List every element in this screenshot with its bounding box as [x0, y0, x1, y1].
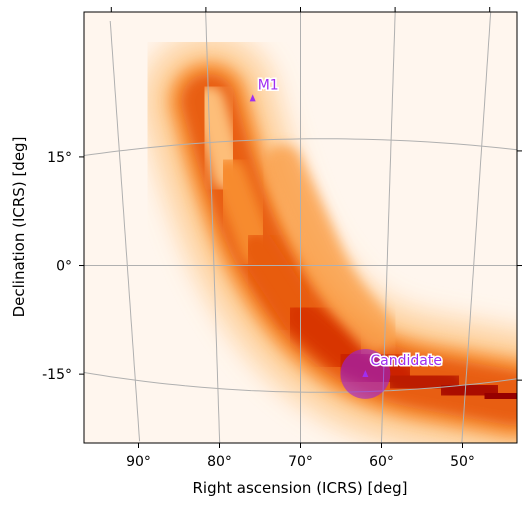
marker-point	[249, 94, 256, 102]
x-tick-label: 80°	[207, 454, 232, 470]
marker-point	[362, 369, 369, 377]
density-band-segment	[469, 374, 517, 418]
x-axis-label: Right ascension (ICRS) [deg]	[193, 479, 408, 497]
y-tick-label: -15°	[42, 367, 72, 383]
marker-label-halo: M1	[258, 77, 279, 93]
coordinate-grid	[84, 12, 517, 443]
x-tick-label: 90°	[126, 454, 151, 470]
y-tick-label: 0°	[56, 259, 72, 275]
density-secondary-lobe	[262, 144, 397, 353]
ra-gridline	[109, 20, 141, 442]
y-tick-label: 15°	[47, 150, 72, 166]
dec-gridline	[84, 138, 517, 156]
dec-gridline	[84, 372, 517, 393]
ra-gridline	[205, 12, 221, 443]
y-axis-label: Declination (ICRS) [deg]	[10, 137, 28, 318]
x-tick-label: 50°	[450, 454, 475, 470]
marker-label: Candidate	[370, 353, 442, 369]
x-tick-label: 70°	[288, 454, 313, 470]
marker-label: M1	[258, 77, 279, 93]
ra-gridline	[461, 12, 492, 443]
x-tick-label: 60°	[369, 454, 394, 470]
axis-ticks: 90° 80° 70° 60° 50° 15° 0° -15°	[42, 7, 522, 470]
marker-label-halo: Candidate	[370, 353, 442, 369]
